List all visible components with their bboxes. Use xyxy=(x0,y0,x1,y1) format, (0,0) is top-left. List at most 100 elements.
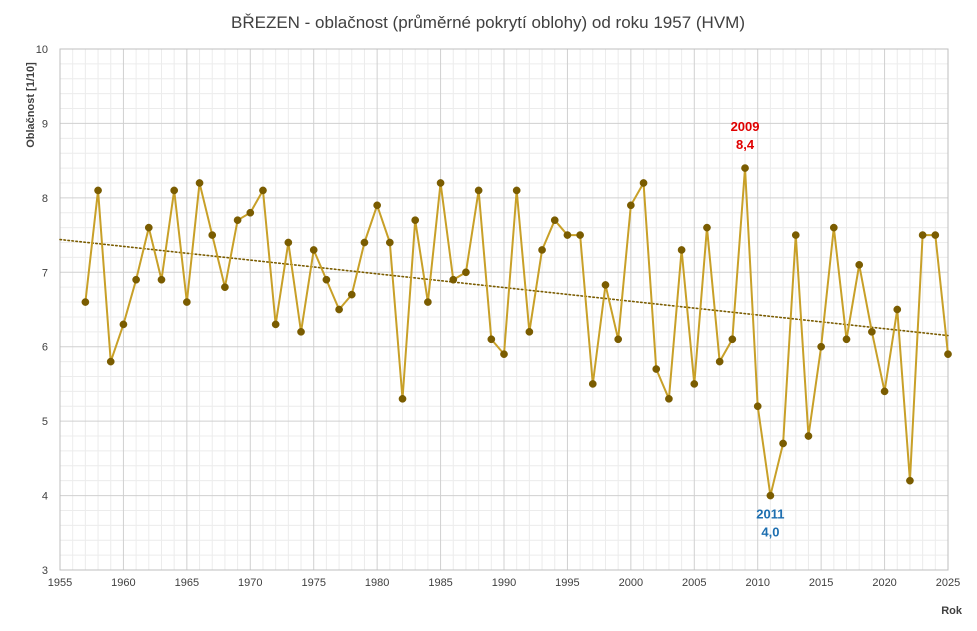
data-point xyxy=(931,231,940,239)
data-point xyxy=(842,335,851,344)
data-point xyxy=(880,387,889,396)
data-point xyxy=(449,275,458,284)
x-tick-label: 2005 xyxy=(682,577,706,589)
data-point xyxy=(893,305,902,314)
x-tick-label: 1970 xyxy=(238,577,262,589)
data-point xyxy=(525,327,534,336)
data-point xyxy=(817,342,825,351)
x-tick-label: 2025 xyxy=(936,577,960,589)
data-point xyxy=(360,238,369,247)
y-tick-label: 5 xyxy=(42,416,48,428)
data-point xyxy=(322,275,331,284)
y-tick-label: 9 xyxy=(42,118,48,130)
data-point xyxy=(195,179,204,187)
data-point xyxy=(297,327,305,336)
x-tick-label: 1995 xyxy=(555,577,579,589)
data-point xyxy=(614,335,623,344)
data-point xyxy=(906,476,914,485)
data-point xyxy=(741,164,749,172)
data-point xyxy=(81,298,90,306)
data-point xyxy=(94,186,102,195)
data-point xyxy=(512,186,521,195)
x-tick-label: 1975 xyxy=(301,577,325,589)
data-point xyxy=(563,231,572,239)
trendline xyxy=(59,238,949,337)
data-point xyxy=(259,186,267,195)
annotation-year: 2009 xyxy=(731,119,760,134)
data-point xyxy=(791,231,800,239)
y-tick-label: 3 xyxy=(42,565,48,577)
data-point xyxy=(779,439,787,448)
data-point xyxy=(373,201,381,210)
x-tick-label: 1980 xyxy=(365,577,389,589)
x-axis-label: Rok xyxy=(941,605,963,617)
x-tick-label: 2010 xyxy=(745,577,769,589)
data-point xyxy=(550,216,559,225)
data-point xyxy=(132,275,140,284)
data-point xyxy=(576,231,584,239)
x-tick-label: 1985 xyxy=(428,577,452,589)
data-point xyxy=(398,394,407,403)
x-tick-label: 2000 xyxy=(619,577,643,589)
data-point xyxy=(677,246,686,254)
data-point xyxy=(868,327,876,336)
data-point xyxy=(284,238,293,247)
data-point xyxy=(271,320,280,329)
x-tick-label: 2020 xyxy=(872,577,896,589)
chart-title: BŘEZEN - oblačnost (průměrné pokrytí obl… xyxy=(231,13,745,32)
plot-area xyxy=(59,48,949,571)
data-point xyxy=(601,281,610,289)
data-point xyxy=(157,275,166,284)
data-point xyxy=(144,223,153,232)
data-point xyxy=(347,290,356,299)
x-tick-label: 1960 xyxy=(111,577,135,589)
annotation-value: 8,4 xyxy=(736,137,755,152)
data-point xyxy=(208,231,217,239)
data-point xyxy=(538,246,546,254)
data-point xyxy=(588,380,597,388)
data-point xyxy=(715,357,724,366)
data-point xyxy=(309,246,318,254)
trendline-layer xyxy=(59,238,949,337)
x-tick-label: 1990 xyxy=(492,577,516,589)
data-point xyxy=(690,380,699,388)
data-point xyxy=(627,201,635,210)
data-point xyxy=(246,208,255,217)
data-point xyxy=(221,283,229,292)
x-tick-label: 2015 xyxy=(809,577,833,589)
data-point xyxy=(665,394,673,403)
data-point xyxy=(639,179,648,187)
data-point xyxy=(728,335,737,344)
y-tick-label: 8 xyxy=(42,193,48,205)
y-tick-label: 10 xyxy=(36,44,48,56)
data-point xyxy=(474,186,483,195)
data-point xyxy=(170,186,179,195)
data-point xyxy=(944,350,952,359)
data-point xyxy=(424,298,432,306)
data-point xyxy=(436,179,445,187)
major-gridlines xyxy=(59,48,949,571)
data-point xyxy=(233,216,242,225)
x-tick-label: 1955 xyxy=(48,577,72,589)
y-tick-labels: 3 4 5 6 7 8 9 10 xyxy=(36,44,48,577)
data-point xyxy=(106,357,115,366)
data-point xyxy=(766,491,775,500)
data-point xyxy=(804,432,813,440)
data-point xyxy=(500,350,508,359)
x-tick-label: 1965 xyxy=(175,577,199,589)
data-point xyxy=(462,268,470,277)
annotation-year: 2011 xyxy=(756,507,784,522)
data-point xyxy=(335,305,343,314)
y-tick-label: 6 xyxy=(42,342,48,354)
data-point xyxy=(487,335,496,344)
data-point xyxy=(855,260,864,269)
y-tick-label: 7 xyxy=(42,267,48,279)
y-tick-label: 4 xyxy=(42,491,48,503)
data-point xyxy=(652,365,661,373)
annotations: 2009 8,4 2011 4,0 xyxy=(731,119,785,539)
data-point xyxy=(411,216,420,225)
data-point xyxy=(753,402,762,411)
annotation-value: 4,0 xyxy=(761,525,779,540)
